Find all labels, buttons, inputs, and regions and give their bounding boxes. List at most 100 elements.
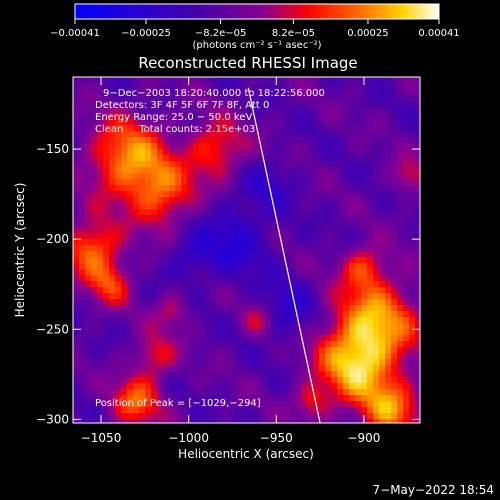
annotation-time: 9−Dec−2003 18:20:40.000 to 18:22:56.000 — [103, 88, 325, 99]
heatmap-cell — [157, 269, 164, 276]
heatmap-cell — [265, 269, 272, 276]
heatmap-cell — [133, 305, 140, 312]
heatmap-cell — [199, 89, 206, 96]
heatmap-cell — [265, 95, 272, 102]
heatmap-cell — [415, 323, 420, 330]
heatmap-cell — [163, 197, 170, 204]
heatmap-cell — [139, 275, 146, 282]
heatmap-cell — [127, 245, 134, 252]
heatmap-cell — [259, 257, 266, 264]
heatmap-cell — [85, 215, 92, 222]
heatmap-cell — [97, 377, 104, 384]
heatmap-cell — [241, 221, 248, 228]
heatmap-cell — [103, 185, 110, 192]
heatmap-cell — [343, 311, 350, 318]
heatmap-cell — [319, 149, 326, 156]
heatmap-cell — [289, 233, 296, 240]
heatmap-cell — [133, 419, 140, 423]
heatmap-cell — [241, 365, 248, 372]
heatmap-cell — [355, 89, 362, 96]
heatmap-cell — [409, 293, 416, 300]
heatmap-cell — [109, 209, 116, 216]
heatmap-cell — [379, 275, 386, 282]
heatmap-cell — [277, 221, 284, 228]
heatmap-cell — [367, 341, 374, 348]
heatmap-cell — [295, 299, 302, 306]
heatmap-cell — [193, 215, 200, 222]
heatmap-cell — [109, 215, 116, 222]
heatmap-cell — [91, 95, 98, 102]
heatmap-cell — [91, 281, 98, 288]
heatmap-cell — [163, 401, 170, 408]
heatmap-cell — [205, 89, 212, 96]
heatmap-cell — [319, 407, 326, 414]
heatmap-cell — [109, 389, 116, 396]
heatmap-cell — [301, 371, 308, 378]
heatmap-cell — [115, 125, 122, 132]
heatmap-cell — [295, 215, 302, 222]
heatmap-cell — [103, 359, 110, 366]
heatmap-cell — [367, 419, 374, 423]
heatmap-cell — [265, 383, 272, 390]
heatmap-cell — [235, 311, 242, 318]
heatmap-cell — [319, 185, 326, 192]
heatmap-cell — [205, 353, 212, 360]
heatmap-cell — [385, 341, 392, 348]
heatmap-cell — [265, 101, 272, 108]
x-tick-label: −950 — [260, 431, 293, 445]
heatmap-cell — [301, 257, 308, 264]
heatmap-cell — [343, 185, 350, 192]
heatmap-cell — [211, 269, 218, 276]
heatmap-cell — [181, 155, 188, 162]
heatmap-cell — [193, 155, 200, 162]
heatmap-cell — [217, 281, 224, 288]
heatmap-cell — [283, 401, 290, 408]
heatmap-cell — [187, 83, 194, 90]
heatmap-cell — [397, 419, 404, 423]
heatmap-cell — [271, 191, 278, 198]
heatmap-cell — [385, 197, 392, 204]
heatmap-cell — [235, 125, 242, 132]
heatmap-cell — [229, 305, 236, 312]
heatmap-cell — [121, 197, 128, 204]
heatmap-cell — [409, 161, 416, 168]
heatmap-cell — [163, 389, 170, 396]
heatmap-cell — [145, 401, 152, 408]
heatmap-cell — [205, 239, 212, 246]
heatmap-cell — [325, 125, 332, 132]
heatmap-cell — [331, 287, 338, 294]
heatmap-cell — [337, 215, 344, 222]
heatmap-cell — [79, 89, 86, 96]
heatmap-cell — [337, 263, 344, 270]
heatmap-cell — [301, 245, 308, 252]
heatmap-cell — [373, 125, 380, 132]
heatmap-cell — [289, 269, 296, 276]
heatmap-cell — [157, 107, 164, 114]
heatmap-cell — [379, 77, 386, 84]
heatmap-cell — [409, 341, 416, 348]
heatmap-cell — [295, 119, 302, 126]
heatmap-cell — [163, 311, 170, 318]
heatmap-cell — [247, 179, 254, 186]
heatmap-cell — [205, 329, 212, 336]
heatmap-cell — [241, 131, 248, 138]
heatmap-cell — [139, 377, 146, 384]
heatmap-cell — [373, 155, 380, 162]
heatmap-cell — [259, 143, 266, 150]
heatmap-cell — [229, 257, 236, 264]
heatmap-cell — [253, 365, 260, 372]
heatmap-cell — [391, 203, 398, 210]
heatmap-cell — [157, 179, 164, 186]
heatmap-cell — [139, 419, 146, 423]
heatmap-cell — [313, 395, 320, 402]
heatmap-cell — [277, 413, 284, 420]
heatmap-cell — [91, 245, 98, 252]
heatmap-cell — [97, 113, 104, 120]
heatmap-cell — [295, 353, 302, 360]
heatmap-cell — [295, 359, 302, 366]
heatmap-cell — [121, 281, 128, 288]
heatmap-cell — [403, 323, 410, 330]
heatmap-cell — [217, 203, 224, 210]
heatmap-cell — [109, 191, 116, 198]
heatmap-cell — [259, 77, 266, 84]
